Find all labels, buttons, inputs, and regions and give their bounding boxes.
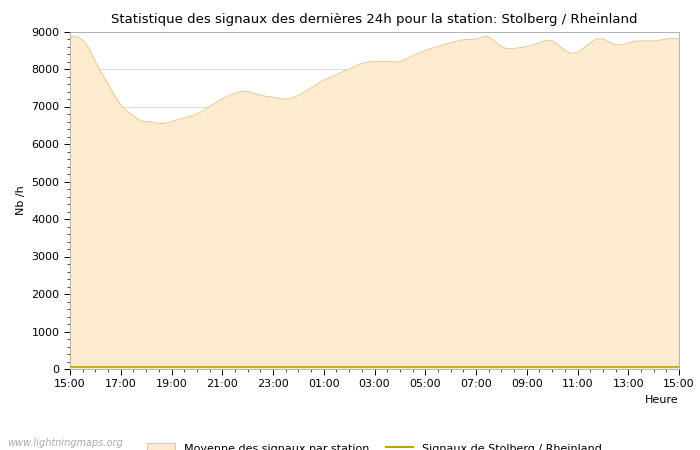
X-axis label: Heure: Heure — [645, 395, 679, 405]
Y-axis label: Nb /h: Nb /h — [16, 185, 26, 215]
Legend: Moyenne des signaux par station, Signaux de Stolberg / Rheinland: Moyenne des signaux par station, Signaux… — [142, 439, 607, 450]
Text: www.lightningmaps.org: www.lightningmaps.org — [7, 438, 122, 448]
Title: Statistique des signaux des dernières 24h pour la station: Stolberg / Rheinland: Statistique des signaux des dernières 24… — [111, 13, 638, 26]
